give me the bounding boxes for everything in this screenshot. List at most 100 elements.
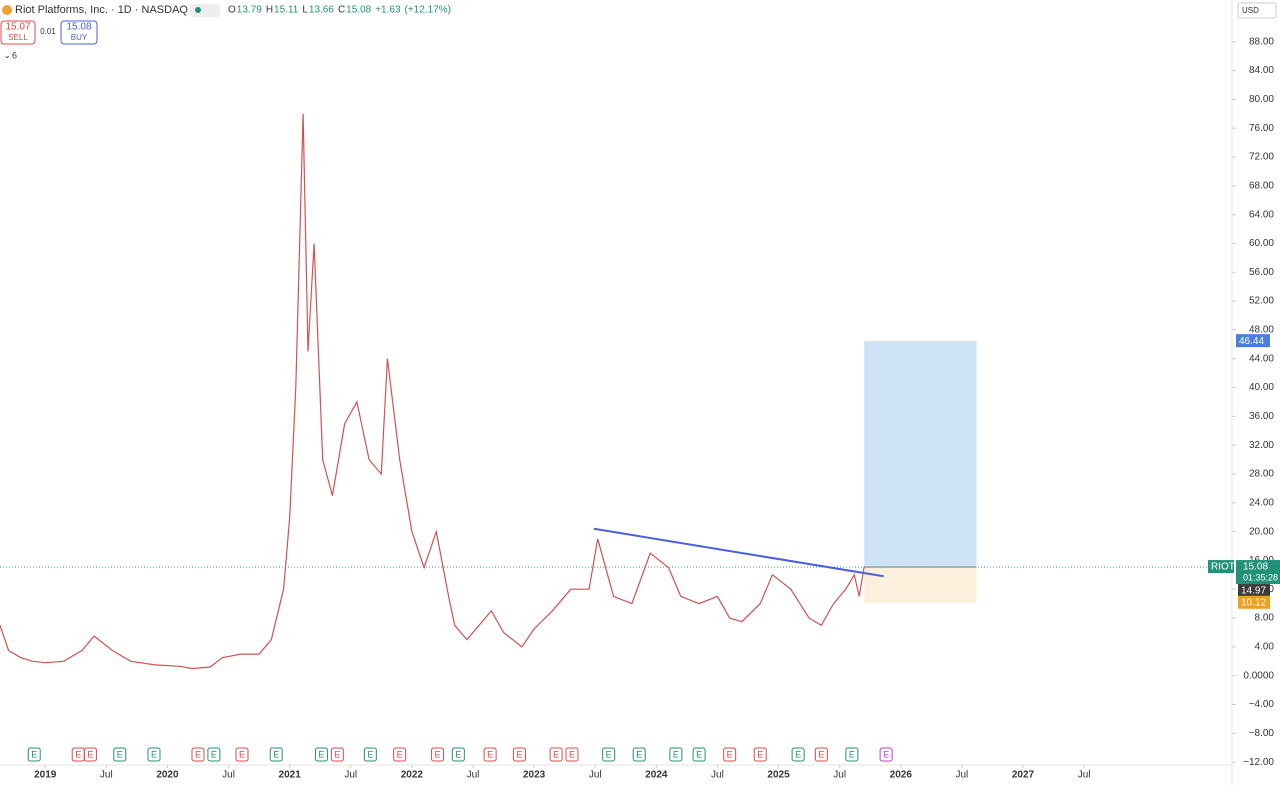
indicators-count[interactable]: 6 — [12, 50, 17, 60]
ohlc-value: 13.66 — [309, 5, 334, 16]
x-tick-label: Jul — [1078, 770, 1091, 781]
earnings-marker[interactable] — [845, 747, 859, 762]
x-tick-label: Jul — [589, 770, 602, 781]
earnings-marker[interactable] — [83, 747, 97, 762]
earnings-marker[interactable] — [147, 747, 161, 762]
earnings-label: E — [727, 749, 733, 759]
earnings-marker[interactable] — [692, 747, 706, 762]
earnings-label: E — [31, 749, 37, 759]
y-tick-label: 56.00 — [1249, 267, 1274, 278]
earnings-marker[interactable] — [113, 747, 127, 762]
earnings-label: E — [487, 749, 493, 759]
x-tick-label: 2023 — [523, 770, 546, 781]
earnings-marker[interactable] — [669, 747, 683, 762]
ohlc-value: 15.08 — [346, 5, 371, 16]
y-tick-label: 40.00 — [1249, 382, 1274, 393]
earnings-marker[interactable] — [451, 747, 465, 762]
x-tick-label: 2022 — [401, 770, 424, 781]
x-tick-label: 2020 — [156, 770, 179, 781]
buy-price: 15.08 — [66, 22, 91, 33]
earnings-label: E — [673, 749, 679, 759]
earnings-marker[interactable] — [814, 747, 828, 762]
y-tick-label: 32.00 — [1249, 440, 1274, 451]
x-tick-label: 2024 — [645, 770, 668, 781]
stop-badge-bg — [1238, 595, 1270, 609]
stop-badge: 10.12 — [1241, 597, 1266, 608]
earnings-label: E — [757, 749, 763, 759]
target-badge-bg — [1236, 334, 1270, 348]
x-tick-label: Jul — [222, 770, 235, 781]
earnings-label: E — [367, 749, 373, 759]
earnings-marker[interactable] — [791, 747, 805, 762]
earnings-label: E — [151, 749, 157, 759]
y-tick-label: 48.00 — [1249, 325, 1274, 336]
status-pill — [190, 4, 220, 17]
price-change: (+12.17%) — [405, 5, 451, 16]
earnings-marker[interactable] — [314, 747, 328, 762]
earnings-label: E — [318, 749, 324, 759]
earnings-marker[interactable] — [879, 747, 893, 762]
y-tick-label: 88.00 — [1249, 36, 1274, 47]
x-tick-label: 2025 — [767, 770, 790, 781]
earnings-marker[interactable] — [723, 747, 737, 762]
buy-button[interactable] — [60, 20, 98, 45]
earnings-marker[interactable] — [269, 747, 283, 762]
earnings-label: E — [397, 749, 403, 759]
earnings-label: E — [795, 749, 801, 759]
y-tick-label: 4.00 — [1255, 642, 1275, 653]
currency-button[interactable] — [1237, 2, 1277, 19]
earnings-label: E — [87, 749, 93, 759]
ohlc-label: C — [338, 5, 345, 16]
earnings-marker[interactable] — [191, 747, 205, 762]
earnings-marker[interactable] — [602, 747, 616, 762]
earnings-marker[interactable] — [363, 747, 377, 762]
x-tick-label: Jul — [344, 770, 357, 781]
y-tick-label: 52.00 — [1249, 296, 1274, 307]
earnings-label: E — [455, 749, 461, 759]
sell-price: 15.07 — [5, 22, 30, 33]
profit-zone — [864, 341, 977, 568]
prev-close-badge: 14.97 — [1241, 586, 1266, 597]
y-tick-label: −12.00 — [1243, 757, 1274, 768]
y-tick-label: 44.00 — [1249, 353, 1274, 364]
y-tick-label: 76.00 — [1249, 123, 1274, 134]
x-tick-label: 2026 — [890, 770, 913, 781]
earnings-label: E — [334, 749, 340, 759]
symbol-badge: RIOT — [1211, 562, 1235, 573]
earnings-marker[interactable] — [512, 747, 526, 762]
earnings-marker[interactable] — [549, 747, 563, 762]
earnings-label: E — [636, 749, 642, 759]
earnings-marker[interactable] — [393, 747, 407, 762]
earnings-marker[interactable] — [565, 747, 579, 762]
x-tick-label: Jul — [955, 770, 968, 781]
earnings-marker[interactable] — [632, 747, 646, 762]
currency: USD — [1242, 6, 1259, 15]
earnings-label: E — [239, 749, 245, 759]
sell-button[interactable] — [0, 20, 36, 45]
y-tick-label: 24.00 — [1249, 497, 1274, 508]
earnings-label: E — [606, 749, 612, 759]
earnings-marker[interactable] — [753, 747, 767, 762]
symbol-logo — [2, 5, 12, 15]
earnings-marker[interactable] — [330, 747, 344, 762]
earnings-marker[interactable] — [27, 747, 41, 762]
earnings-marker[interactable] — [431, 747, 445, 762]
x-tick-label: 2027 — [1012, 770, 1035, 781]
earnings-label: E — [849, 749, 855, 759]
last-price-bg — [1236, 560, 1280, 585]
earnings-marker[interactable] — [235, 747, 249, 762]
earnings-marker[interactable] — [483, 747, 497, 762]
earnings-label: E — [435, 749, 441, 759]
last-price: 15.08 — [1243, 562, 1268, 573]
symbol-title[interactable]: Riot Platforms, Inc. · 1D · NASDAQ — [15, 4, 188, 16]
price-line — [0, 113, 865, 670]
earnings-marker[interactable] — [207, 747, 221, 762]
collapse-arrow[interactable]: ⌄ — [4, 51, 11, 60]
y-tick-label: 72.00 — [1249, 152, 1274, 163]
earnings-label: E — [883, 749, 889, 759]
y-tick-label: −4.00 — [1249, 699, 1275, 710]
earnings-label: E — [696, 749, 702, 759]
